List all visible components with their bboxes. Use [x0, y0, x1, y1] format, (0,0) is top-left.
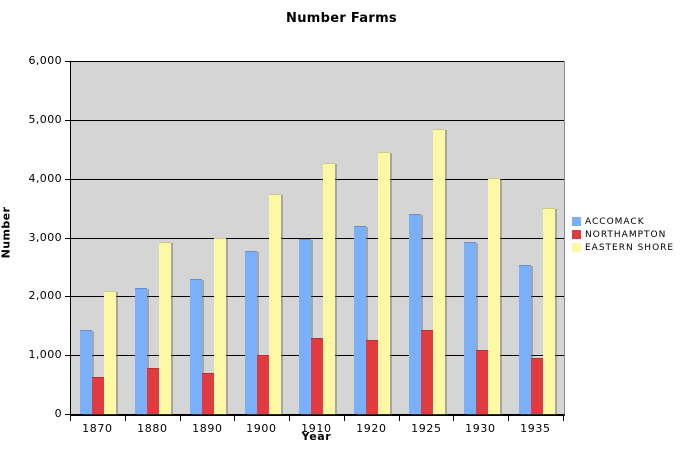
bar-group-1890: [181, 61, 236, 414]
bar-northampton-1910: [311, 337, 324, 414]
y-axis-label-4000: 4,000: [28, 172, 62, 185]
x-axis-label-1910: 1910: [301, 422, 332, 435]
bar-eastern-shore-1890: [213, 237, 226, 414]
bar-accomack-1870: [80, 329, 93, 414]
x-axis-label-1920: 1920: [356, 422, 387, 435]
legend-label-eastern-shore: EASTERN SHORE: [585, 242, 675, 253]
x-axis-label-1900: 1900: [246, 422, 277, 435]
legend-item-eastern-shore: EASTERN SHORE: [572, 241, 674, 254]
bar-accomack-1890: [189, 279, 202, 414]
gridline-5000: [71, 119, 564, 121]
bar-eastern-shore-1880: [159, 241, 172, 414]
bar-eastern-shore-1910: [323, 162, 336, 414]
y-tick-6000: [65, 61, 70, 62]
bar-northampton-1900: [256, 355, 269, 414]
x-axis-label-1925: 1925: [411, 422, 442, 435]
bar-group-1910: [290, 61, 345, 414]
bar-accomack-1880: [135, 287, 148, 414]
legend-swatch-accomack: [572, 217, 581, 226]
legend-item-northampton: NORTHAMPTON: [572, 228, 674, 241]
bar-accomack-1900: [244, 251, 257, 414]
y-tick-0: [65, 414, 70, 415]
plot-area: [70, 61, 565, 416]
bar-northampton-1870: [92, 376, 105, 414]
x-axis-label-1890: 1890: [192, 422, 223, 435]
x-axis-label-1880: 1880: [137, 422, 168, 435]
bar-group-1880: [126, 61, 181, 414]
y-tick-5000: [65, 120, 70, 121]
y-axis-label-6000: 6,000: [28, 54, 62, 67]
legend-label-northampton: NORTHAMPTON: [585, 229, 667, 240]
x-tick-1: [125, 416, 126, 421]
bar-group-1930: [454, 61, 509, 414]
bar-accomack-1920: [354, 225, 367, 414]
x-tick-6: [399, 416, 400, 421]
legend-item-accomack: ACCOMACK: [572, 215, 674, 228]
x-tick-4: [289, 416, 290, 421]
bar-accomack-1935: [518, 264, 531, 414]
y-axis-label-1000: 1,000: [28, 348, 62, 361]
bar-eastern-shore-1935: [542, 208, 555, 414]
x-tick-9: [563, 416, 564, 421]
bar-northampton-1920: [366, 340, 379, 414]
x-tick-2: [180, 416, 181, 421]
y-axis-label-5000: 5,000: [28, 113, 62, 126]
x-tick-7: [453, 416, 454, 421]
bar-northampton-1930: [475, 349, 488, 414]
bar-group-1935: [509, 61, 564, 414]
bar-accomack-1925: [409, 213, 422, 414]
y-tick-2000: [65, 296, 70, 297]
bar-group-1900: [235, 61, 290, 414]
bar-eastern-shore-1925: [433, 129, 446, 414]
y-axis-label-2000: 2,000: [28, 289, 62, 302]
x-tick-5: [344, 416, 345, 421]
gridline-4000: [71, 178, 564, 180]
y-axis-label-3000: 3,000: [28, 231, 62, 244]
y-tick-3000: [65, 238, 70, 239]
bar-northampton-1890: [201, 372, 214, 414]
bar-eastern-shore-1930: [487, 178, 500, 414]
x-axis-title: Year: [301, 430, 332, 443]
bar-group-1870: [71, 61, 126, 414]
x-tick-3: [234, 416, 235, 421]
y-axis-label-0: 0: [54, 407, 62, 420]
x-tick-0: [70, 416, 71, 421]
bar-eastern-shore-1870: [104, 291, 117, 414]
gridline-3000: [71, 237, 564, 239]
y-tick-1000: [65, 355, 70, 356]
bar-group-1920: [345, 61, 400, 414]
bar-northampton-1880: [147, 368, 160, 414]
legend-swatch-eastern-shore: [572, 243, 581, 252]
bar-group-1925: [400, 61, 455, 414]
bar-northampton-1935: [530, 357, 543, 414]
gridline-6000: [71, 61, 564, 62]
y-axis-title: Number: [0, 206, 13, 259]
x-tick-8: [508, 416, 509, 421]
legend-swatch-northampton: [572, 230, 581, 239]
legend-label-accomack: ACCOMACK: [585, 216, 645, 227]
bar-eastern-shore-1920: [378, 152, 391, 414]
legend: ACCOMACK NORTHAMPTON EASTERN SHORE: [572, 215, 674, 254]
x-axis-label-1930: 1930: [465, 422, 496, 435]
bar-accomack-1910: [299, 238, 312, 414]
chart-title: Number Farms: [286, 11, 397, 26]
bar-eastern-shore-1900: [268, 193, 281, 414]
bar-accomack-1930: [463, 242, 476, 414]
gridline-2000: [71, 296, 564, 298]
x-axis-label-1935: 1935: [520, 422, 551, 435]
y-tick-4000: [65, 179, 70, 180]
x-axis-label-1870: 1870: [82, 422, 113, 435]
bar-northampton-1925: [421, 329, 434, 414]
